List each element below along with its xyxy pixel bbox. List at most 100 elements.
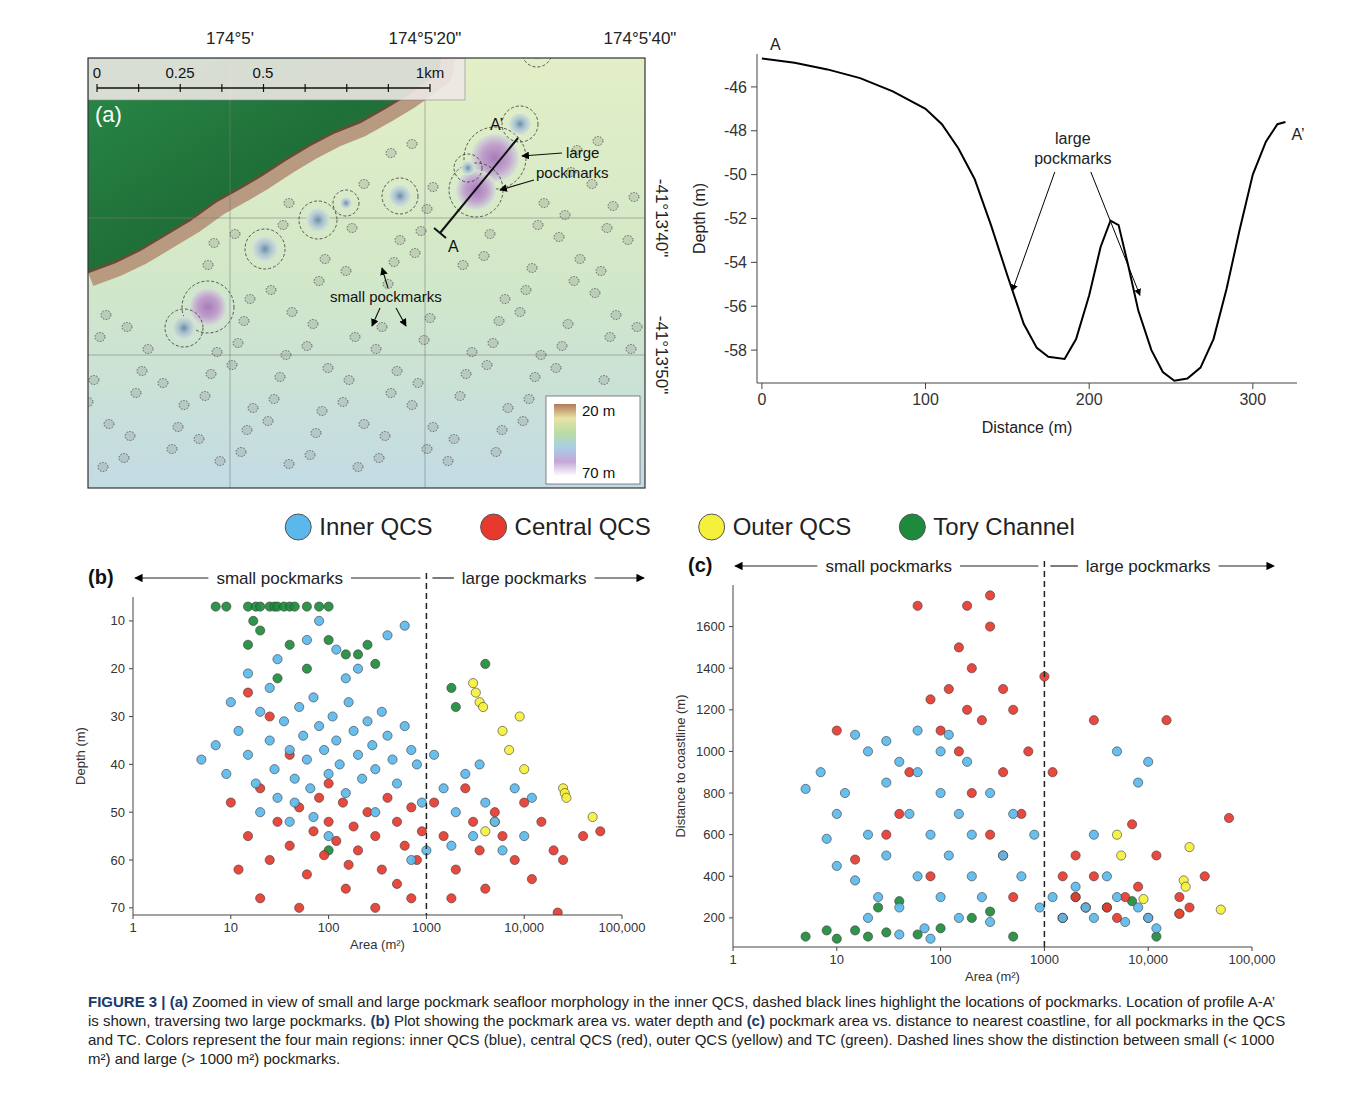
series-points [469,679,598,836]
large-pockmark [252,236,278,262]
point [481,659,490,668]
scale-tick [96,84,97,92]
small-pockmark [374,454,384,463]
small-pockmark [200,392,210,401]
point [954,747,963,756]
point [469,679,478,688]
x-tick-label: 100,000 [599,920,646,935]
y-tick [751,218,757,219]
label-arrow [382,268,388,288]
legend-swatch [481,514,507,540]
series-points [832,591,1233,923]
x-tick-label: 100,000 [1229,952,1276,967]
region-label: small pockmarks [216,569,343,588]
point [1175,909,1184,918]
point [936,788,945,797]
point [430,798,439,807]
point [353,846,362,855]
point [562,793,571,802]
small-pockmark [569,277,579,286]
small-pockmark [353,463,363,472]
point [1058,913,1067,922]
small-pockmark [377,323,387,332]
small-pockmark [536,351,546,360]
threshold-line [1044,561,1046,947]
y-tick-label: -48 [724,122,747,139]
point [479,702,488,711]
lon-label: 174°5'20" [389,29,462,48]
region-arrow [135,577,208,578]
point [944,684,953,693]
x-tick [1252,947,1253,951]
scale-tick [305,84,306,92]
point [954,913,963,922]
point [407,803,416,812]
point [913,726,922,735]
point [1152,924,1161,933]
pockmark-outline [245,229,285,269]
point [302,870,311,879]
scale-tick [388,84,389,92]
region-line [432,577,453,578]
small-pockmark [131,389,141,398]
point [332,645,341,654]
region-arrow [1219,565,1274,566]
large-pockmark [509,113,531,135]
point [371,903,380,912]
small-pockmark [284,199,294,208]
point [309,693,318,702]
small-pockmark [602,224,612,233]
legend-swatch [899,514,925,540]
point [515,712,524,721]
small-pockmark [533,221,543,230]
point [1081,903,1090,912]
small-pockmark [167,445,177,454]
point [527,793,536,802]
y-tick-label: 50 [111,805,125,820]
x-tick-label: 1000 [412,920,441,935]
point [1017,872,1026,881]
x-tick [1252,383,1253,389]
point [417,798,426,807]
small-pockmark [89,376,99,385]
small-pockmark [515,308,525,317]
profile-start: A [448,238,459,255]
small-pockmark [563,320,573,329]
point [295,903,304,912]
map-grid [88,355,645,356]
x-axis-line [133,915,622,916]
legend-label: Outer QCS [733,513,852,540]
pockmark-outline [333,190,359,216]
x-tick [761,383,762,389]
point [588,812,597,821]
map-grid [425,58,426,488]
figure-svg: AA’largepockmarkssmall pockmarks00.250.5… [0,0,1357,985]
profile-end: A’ [490,116,503,133]
point [285,640,294,649]
point [243,640,252,649]
point [1175,893,1184,902]
point [475,846,484,855]
small-pockmark [443,457,453,466]
point [368,741,377,750]
point [520,832,529,841]
point [256,626,265,635]
x-tick-label: 10,000 [504,920,544,935]
point [913,872,922,881]
point [1152,851,1161,860]
point [285,817,294,826]
point [388,755,397,764]
point [1144,757,1153,766]
point [999,851,1008,860]
small-pockmark [287,308,297,317]
label-line: pockmarks [536,164,609,181]
y-tick-label: -46 [724,79,747,96]
depth-legend-box [546,396,640,484]
series-points [197,616,537,864]
point [999,768,1008,777]
small-pockmark [485,230,495,239]
small-pockmark [323,364,333,373]
label-arrow [522,153,562,156]
point [967,664,976,673]
point [490,808,499,817]
